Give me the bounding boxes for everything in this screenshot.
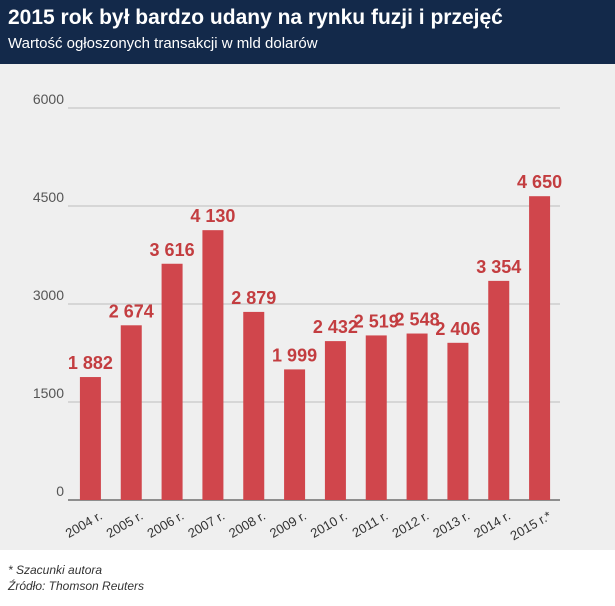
bar-value-label: 4 650 bbox=[517, 172, 562, 192]
bar-value-label: 3 616 bbox=[150, 240, 195, 260]
footnote: * Szacunki autora bbox=[8, 563, 103, 577]
x-tick-label: 2012 r. bbox=[389, 508, 431, 541]
x-tick-label: 2010 r. bbox=[308, 508, 350, 541]
bar-chart: 0 1500 3000 4500 6000 1 882 2 674 3 616 4 130 2 … bbox=[33, 91, 562, 543]
chart-subtitle: Wartość ogłoszonych transakcji w mld dol… bbox=[8, 35, 318, 52]
bar-value-label: 3 354 bbox=[476, 257, 521, 277]
y-tick-label: 4500 bbox=[33, 189, 64, 205]
x-axis-ticks: 2004 r.2005 r.2006 r.2007 r.2008 r.2009 … bbox=[63, 508, 554, 543]
bar-value-label: 2 879 bbox=[231, 288, 276, 308]
bar-value-label: 2 406 bbox=[435, 319, 480, 339]
bar-value-label: 2 674 bbox=[109, 301, 154, 321]
source-note: Źródło: Thomson Reuters bbox=[8, 579, 145, 593]
bar-value-label: 2 432 bbox=[313, 317, 358, 337]
bar bbox=[202, 230, 224, 500]
bar-value-label: 2 548 bbox=[395, 310, 440, 330]
bar bbox=[243, 311, 265, 500]
bar-value-label: 2 519 bbox=[354, 311, 399, 331]
bar bbox=[447, 342, 469, 500]
x-tick-label: 2005 r. bbox=[104, 508, 146, 541]
chart-footer: * Szacunki autora Źródło: Thomson Reuter… bbox=[8, 562, 144, 594]
bar bbox=[324, 341, 346, 500]
bar bbox=[284, 369, 306, 500]
plot-background bbox=[0, 64, 615, 550]
bar bbox=[488, 280, 510, 500]
bar bbox=[365, 335, 387, 500]
x-tick-label: 2008 r. bbox=[226, 508, 268, 541]
y-tick-label: 3000 bbox=[33, 287, 64, 303]
x-tick-label: 2007 r. bbox=[185, 508, 227, 541]
bar-value-label: 1 882 bbox=[68, 353, 113, 373]
y-tick-label: 1500 bbox=[33, 385, 64, 401]
bar bbox=[529, 196, 551, 500]
grid-lines bbox=[68, 107, 560, 501]
chart-header: 2015 rok był bardzo udany na rynku fuzji… bbox=[0, 0, 615, 64]
bar bbox=[79, 377, 101, 500]
y-axis-ticks: 0 1500 3000 4500 6000 bbox=[33, 91, 64, 499]
bars bbox=[79, 196, 551, 500]
x-tick-label: 2015 r.* bbox=[508, 508, 554, 543]
y-tick-label: 6000 bbox=[33, 91, 64, 107]
bar bbox=[406, 333, 428, 500]
bar bbox=[120, 325, 142, 500]
bar-value-label: 1 999 bbox=[272, 345, 317, 365]
y-tick-label: 0 bbox=[56, 483, 64, 499]
x-tick-label: 2004 r. bbox=[63, 508, 105, 541]
bar-value-label: 4 130 bbox=[190, 206, 235, 226]
x-tick-label: 2013 r. bbox=[430, 508, 472, 541]
x-tick-label: 2006 r. bbox=[144, 508, 186, 541]
x-tick-label: 2011 r. bbox=[349, 508, 390, 540]
chart-title: 2015 rok był bardzo udany na rynku fuzji… bbox=[8, 6, 503, 29]
x-tick-label: 2014 r. bbox=[471, 508, 513, 541]
bar bbox=[161, 263, 183, 500]
x-tick-label: 2009 r. bbox=[267, 508, 309, 541]
